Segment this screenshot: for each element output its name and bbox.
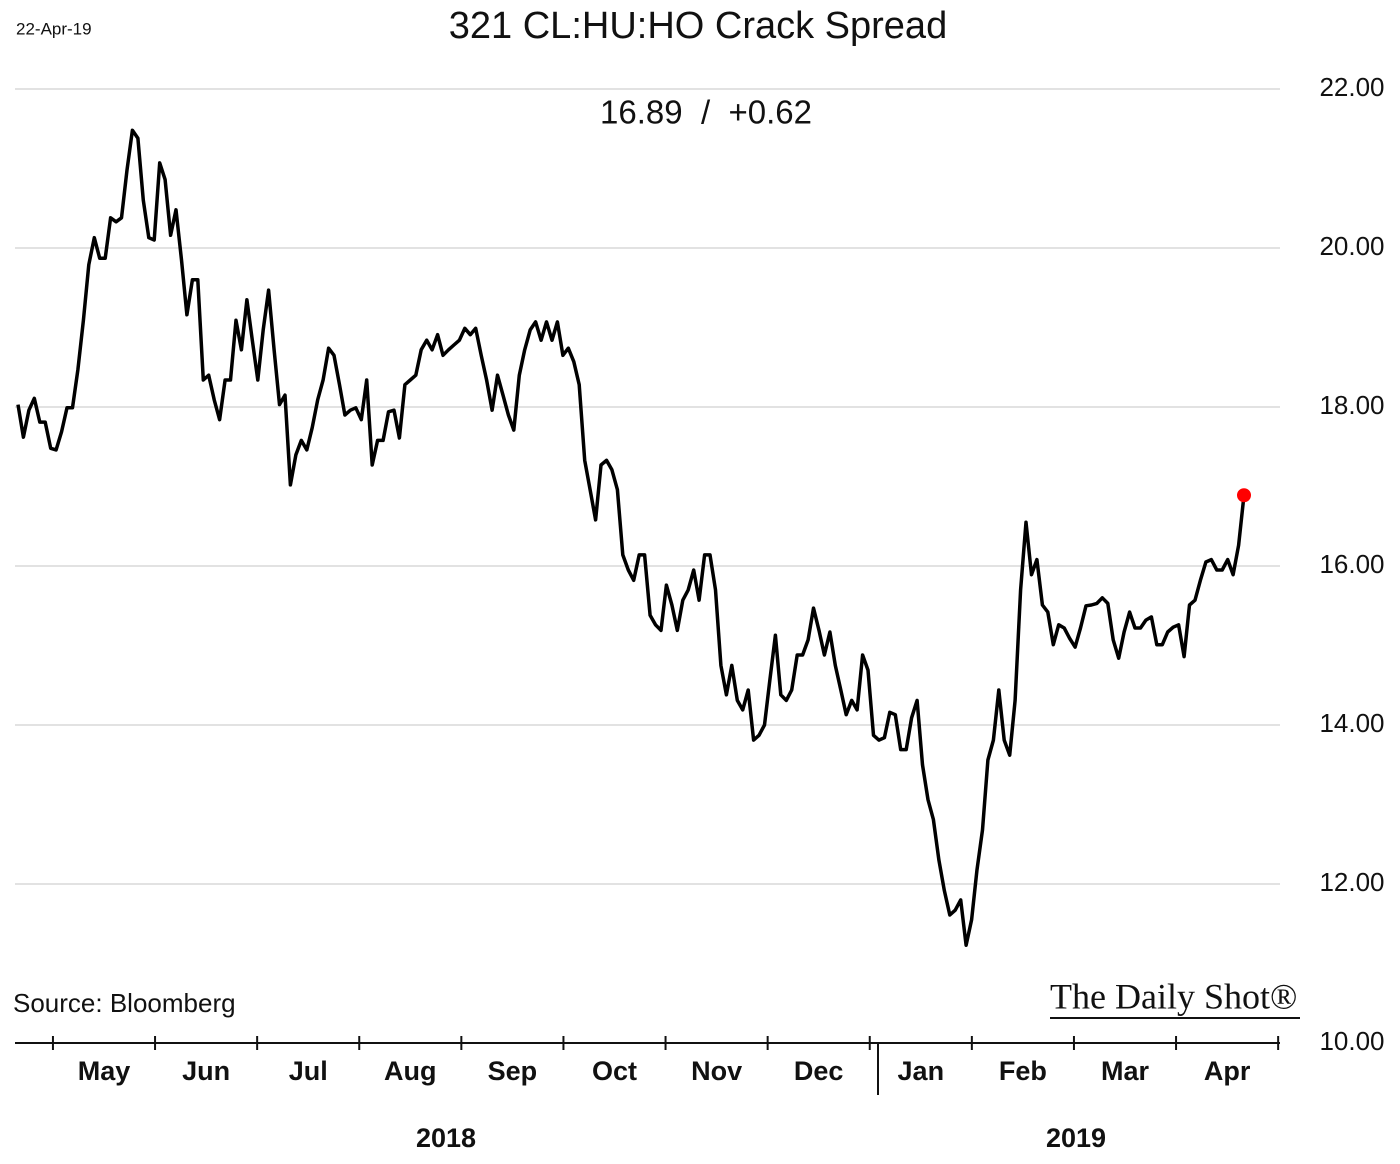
watermark: The Daily Shot® — [1050, 976, 1297, 1016]
x-tick-label: Jun — [182, 1056, 230, 1086]
x-tick-label: Oct — [592, 1056, 637, 1086]
chart-subtitle: 16.89 / +0.62 — [600, 94, 812, 131]
x-tick-label: Mar — [1101, 1056, 1150, 1086]
y-tick-label: 22.00 — [1319, 72, 1384, 102]
y-tick-label: 12.00 — [1319, 867, 1384, 897]
x-tick-label: Feb — [999, 1056, 1047, 1086]
series-line — [16, 128, 1246, 947]
x-tick-label: Nov — [691, 1056, 742, 1086]
x-tick-label: Sep — [488, 1056, 538, 1086]
x-tick-label: Dec — [794, 1056, 844, 1086]
last-point — [1237, 488, 1251, 503]
y-tick-label: 18.00 — [1319, 390, 1384, 420]
x-tick-label: Aug — [384, 1056, 436, 1086]
chart-title: 321 CL:HU:HO Crack Spread — [449, 5, 947, 47]
x-tick-label: May — [78, 1056, 131, 1086]
x-tick-label: Jan — [898, 1056, 945, 1086]
x-tick-label: Apr — [1204, 1056, 1251, 1086]
year-label: 2018 — [416, 1123, 476, 1153]
x-tick-label: Jul — [289, 1056, 328, 1086]
y-tick-label: 20.00 — [1319, 231, 1384, 261]
y-tick-label: 10.00 — [1319, 1026, 1384, 1056]
year-label: 2019 — [1046, 1123, 1106, 1153]
y-tick-label: 16.00 — [1319, 549, 1384, 579]
date-label: 22-Apr-19 — [16, 19, 92, 38]
source-note: Source: Bloomberg — [13, 988, 236, 1018]
y-tick-label: 14.00 — [1319, 708, 1384, 738]
